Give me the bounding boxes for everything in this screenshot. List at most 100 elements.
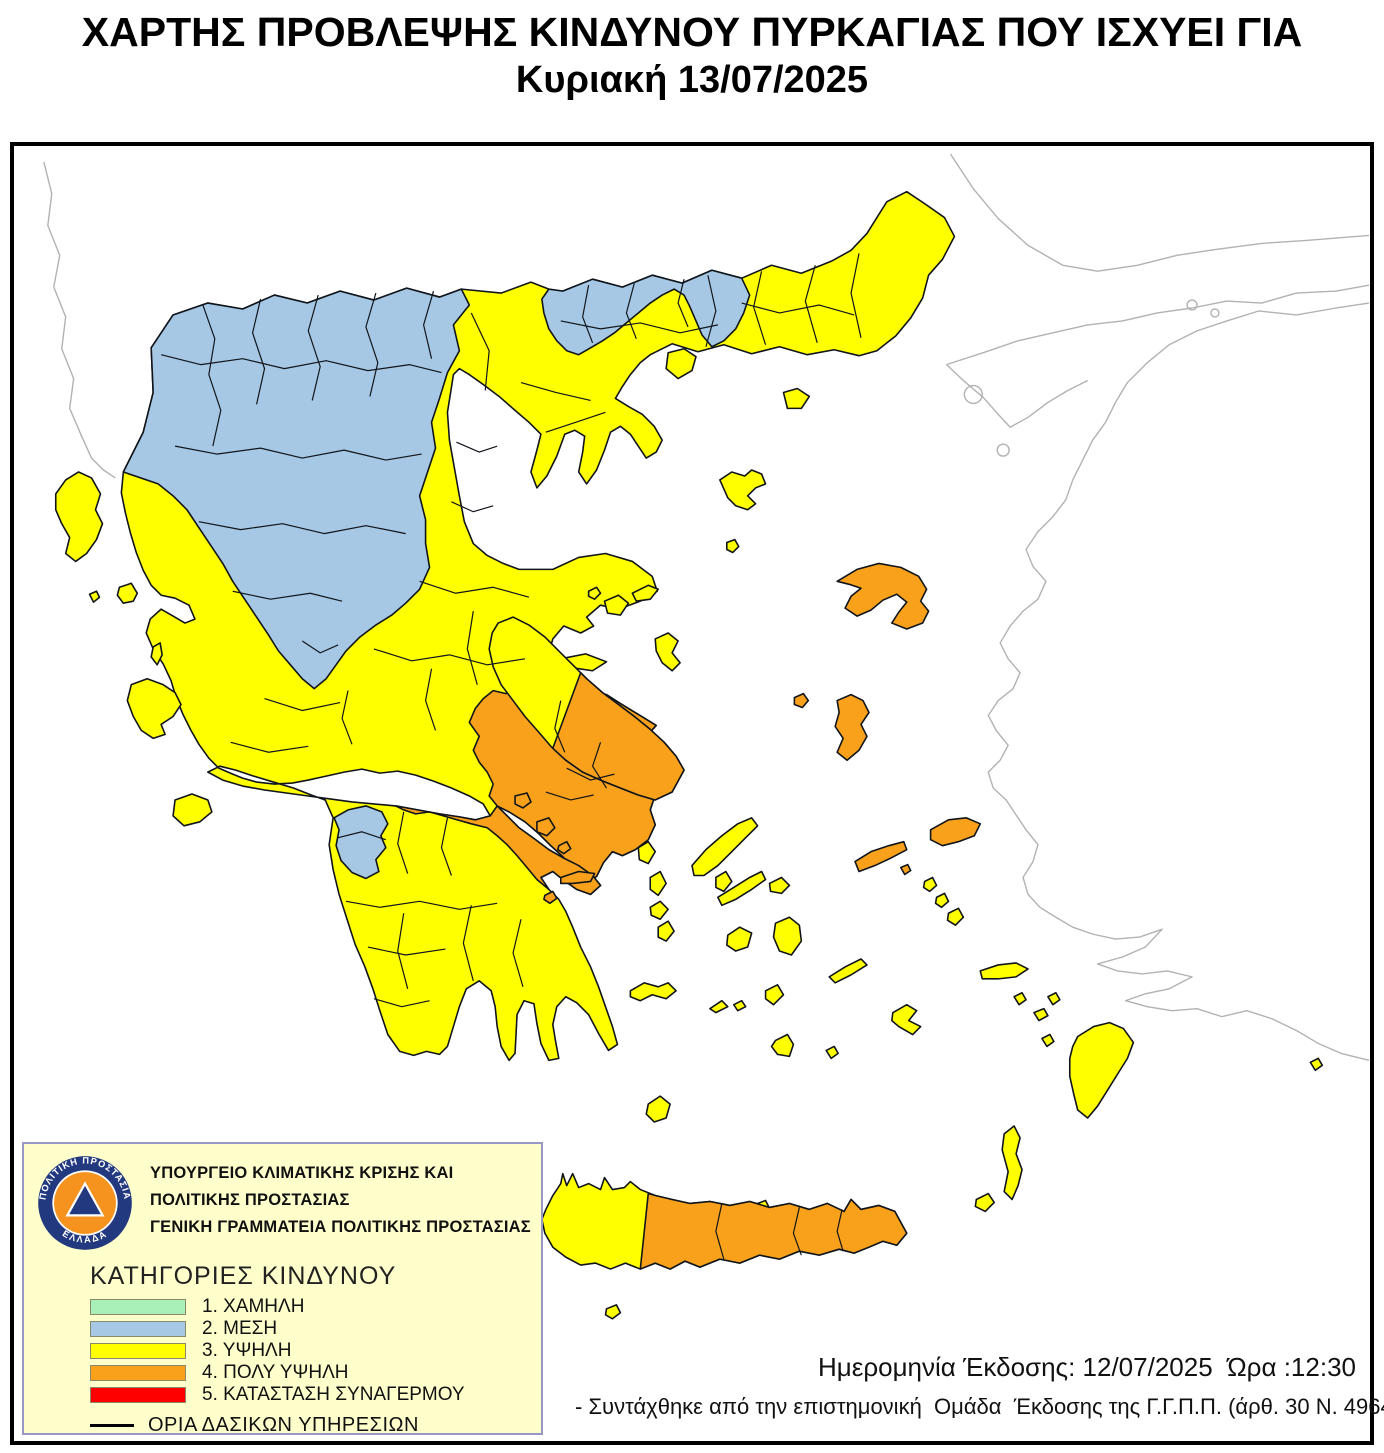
- ministry-text: ΥΠΟΥΡΓΕΙΟ ΚΛΙΜΑΤΙΚΗΣ ΚΡΙΣΗΣ ΚΑΙ ΠΟΛΙΤΙΚΗ…: [150, 1160, 542, 1242]
- issue-datetime: Ημερομηνία Έκδοσης: 12/07/2025 Ώρα :12:3…: [817, 1352, 1356, 1382]
- ionian-islands: [54, 471, 213, 827]
- sikinos-island: [732, 999, 747, 1012]
- label-very-high: 4. ΠΟΛΥ ΥΨΗΛΗ: [202, 1362, 349, 1383]
- logo-triangle-icon: [65, 1181, 105, 1217]
- region-nw-greece: [122, 287, 471, 690]
- east-aegean-islands: [793, 562, 982, 876]
- boundary-label: ΟΡΙΑ ΔΑΣΙΚΩΝ ΥΠΗΡΕΣΙΩΝ: [148, 1414, 419, 1436]
- agios-efstratios-island: [725, 538, 740, 554]
- label-high: 3. ΥΨΗΛΗ: [202, 1340, 292, 1361]
- alonnisos-island: [631, 584, 659, 602]
- lefkada-island: [116, 582, 139, 604]
- naxos-island: [772, 916, 803, 956]
- symi-island: [1047, 991, 1061, 1006]
- legend-row-alert: 5. ΚΑΤΑΣΤΑΣΗ ΣΥΝΑΓΕΡΜΟΥ: [90, 1384, 465, 1406]
- hydra-island: [559, 870, 596, 885]
- zakynthos-island: [172, 793, 213, 827]
- legend-row-low: 1. ΧΑΜΗΛΗ: [90, 1296, 465, 1318]
- skiathos-island: [587, 586, 602, 600]
- mykonos-island: [768, 876, 791, 895]
- ios-island: [764, 984, 785, 1006]
- ithaki-island: [150, 642, 163, 666]
- saronic-islands: [514, 792, 596, 905]
- limnos-island: [719, 469, 767, 511]
- chalki-island: [1041, 1033, 1055, 1048]
- gavdos-island: [604, 1304, 622, 1320]
- samos-island: [929, 817, 982, 847]
- label-low: 1. ΧΑΜΗΛΗ: [202, 1296, 305, 1317]
- title-line-1: ΧΑΡΤΗΣ ΠΡΟΒΛΕΨΗΣ ΚΙΝΔΥΝΟΥ ΠΥΡΚΑΓΙΑΣ ΠΟΥ …: [81, 9, 1303, 55]
- sifnos-island: [657, 920, 675, 942]
- foreign-borders: [43, 153, 1370, 1062]
- nisyros-island: [1013, 991, 1027, 1006]
- andros-island: [691, 817, 759, 877]
- patmos-island: [922, 876, 938, 893]
- syros-island: [715, 870, 733, 893]
- skopelos-island: [603, 594, 630, 616]
- santorini-island: [770, 1033, 795, 1058]
- chios-island: [834, 693, 870, 762]
- crete-island: [541, 1172, 908, 1320]
- kastellorizo-island: [1309, 1057, 1324, 1072]
- anafi-island: [825, 1045, 839, 1060]
- cyclades-islands: [629, 817, 868, 1123]
- ministry-line-2: ΠΟΛΙΤΙΚΗΣ ΠΡΟΣΤΑΣΙΑΣ: [150, 1191, 350, 1210]
- thasos-island: [665, 347, 697, 380]
- label-medium: 2. ΜΕΣΗ: [202, 1318, 278, 1339]
- evia-island: [488, 616, 685, 801]
- samothraki-island: [782, 387, 811, 410]
- swatch-medium: [90, 1321, 186, 1337]
- label-alert: 5. ΚΑΤΑΣΤΑΣΗ ΣΥΝΑΓΕΡΜΟΥ: [202, 1384, 465, 1405]
- swatch-alert: [90, 1387, 186, 1403]
- swatch-low: [90, 1299, 186, 1315]
- tinos-island: [717, 870, 767, 907]
- amorgos-island: [828, 958, 868, 984]
- spetses-island: [543, 890, 558, 905]
- skyros-island: [654, 632, 681, 672]
- region-arcadia: [333, 805, 389, 880]
- kythnos-island: [649, 870, 667, 897]
- kea-island: [637, 840, 657, 865]
- legend-row-medium: 2. ΜΕΣΗ: [90, 1318, 465, 1340]
- prefecture-boundaries: [160, 253, 862, 1260]
- legend-row-very-high: 4. ΠΟΛΥ ΥΨΗΛΗ: [90, 1362, 465, 1384]
- region-ne-peloponnese: [394, 805, 602, 896]
- kythira-island: [645, 1095, 671, 1123]
- tilos-island: [1033, 1007, 1049, 1022]
- corfu-island: [54, 471, 104, 563]
- kefalonia-island: [126, 677, 182, 740]
- swatch-very-high: [90, 1365, 186, 1381]
- paxoi-island: [88, 590, 101, 603]
- leros-island: [934, 892, 950, 909]
- ikaria-island: [854, 840, 908, 873]
- salamina-island: [514, 792, 532, 809]
- kalymnos-island: [946, 907, 965, 926]
- region-crete-east: [639, 1192, 908, 1270]
- astypalaia-island: [891, 1003, 922, 1036]
- sporades-islands: [587, 584, 681, 672]
- dodecanese-islands: [891, 876, 1324, 1213]
- region-north-central: [541, 269, 751, 356]
- ministry-line-3: ΓΕΝΙΚΗ ΓΡΑΜΜΑΤΕΙΑ ΠΟΛΙΤΙΚΗΣ ΠΡΟΣΤΑΣΙΑΣ: [150, 1218, 531, 1237]
- kasos-island: [974, 1192, 996, 1213]
- civil-protection-logo: ΠΟΛΙΤΙΚΗ ΠΡΟΣΤΑΣΙΑ ΕΛΛΑΔΑ: [38, 1156, 132, 1250]
- poros-island: [556, 840, 572, 855]
- legend-box: ΠΟΛΙΤΙΚΗ ΠΡΟΣΤΑΣΙΑ ΕΛΛΑΔΑ ΥΠΟΥΡΓΕΙΟ ΚΛΙΜ…: [22, 1142, 543, 1437]
- north-aegean-islands: [665, 347, 811, 554]
- swatch-high: [90, 1343, 186, 1359]
- legend-boundary-row: ΟΡΙΑ ΔΑΣΙΚΩΝ ΥΠΗΡΕΣΙΩΝ: [90, 1414, 419, 1437]
- paros-island: [725, 926, 753, 952]
- legend-header: ΚΑΤΗΓΟΡΙΕΣ ΚΙΝΔΥΝΟΥ: [90, 1262, 397, 1290]
- boundary-line-icon: [90, 1424, 134, 1427]
- lesvos-island: [836, 562, 930, 630]
- legend-categories: 1. ΧΑΜΗΛΗ 2. ΜΕΣΗ 3. ΥΨΗΛΗ 4. ΠΟΛΥ ΥΨΗΛΗ…: [90, 1296, 465, 1406]
- rhodes-island: [1068, 1021, 1135, 1119]
- kos-island: [979, 962, 1029, 980]
- region-evia-south: [552, 671, 685, 801]
- milos-island: [629, 982, 677, 1002]
- legend-row-high: 3. ΥΨΗΛΗ: [90, 1340, 465, 1362]
- ministry-line-1: ΥΠΟΥΡΓΕΙΟ ΚΛΙΜΑΤΙΚΗΣ ΚΡΙΣΗΣ ΚΑΙ: [150, 1164, 454, 1182]
- serifos-island: [649, 900, 669, 921]
- greece-choropleth-svg: [43, 153, 1370, 1320]
- karpathos-island: [1001, 1125, 1023, 1201]
